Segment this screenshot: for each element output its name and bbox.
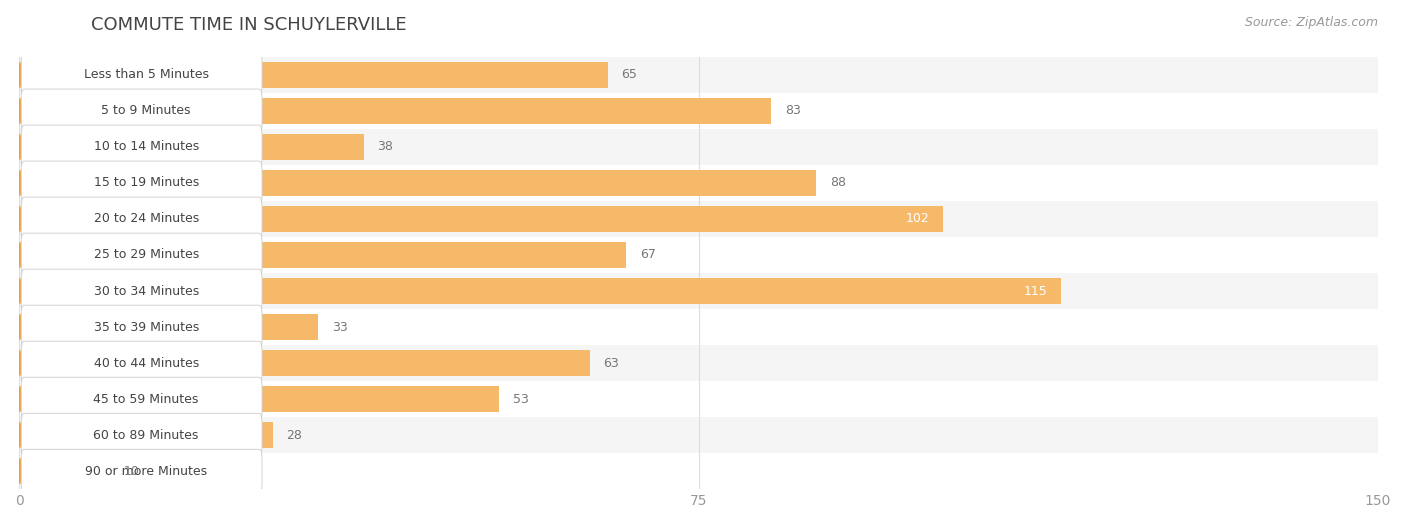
Text: Less than 5 Minutes: Less than 5 Minutes: [84, 69, 208, 82]
Text: 88: 88: [830, 176, 846, 189]
Bar: [20, 381, 1378, 417]
Bar: [20, 422, 273, 448]
Bar: [20, 237, 1378, 273]
Text: 63: 63: [603, 357, 619, 370]
Bar: [20, 345, 1378, 381]
Text: 20 to 24 Minutes: 20 to 24 Minutes: [94, 212, 198, 225]
FancyBboxPatch shape: [21, 197, 262, 241]
Text: 65: 65: [621, 69, 637, 82]
Text: 83: 83: [785, 105, 800, 117]
Text: 25 to 29 Minutes: 25 to 29 Minutes: [94, 248, 198, 262]
Circle shape: [17, 460, 22, 482]
Text: 60 to 89 Minutes: 60 to 89 Minutes: [93, 429, 198, 441]
Circle shape: [17, 280, 22, 302]
Bar: [20, 458, 110, 484]
Text: 5 to 9 Minutes: 5 to 9 Minutes: [101, 105, 191, 117]
FancyBboxPatch shape: [21, 53, 262, 97]
Circle shape: [17, 244, 22, 266]
Text: 53: 53: [513, 393, 529, 405]
Bar: [20, 350, 591, 376]
FancyBboxPatch shape: [21, 305, 262, 349]
Bar: [20, 170, 817, 196]
Bar: [20, 57, 1378, 93]
Text: Source: ZipAtlas.com: Source: ZipAtlas.com: [1244, 16, 1378, 29]
Bar: [20, 386, 499, 412]
Bar: [20, 309, 1378, 345]
Bar: [20, 453, 1378, 489]
Circle shape: [17, 316, 22, 338]
FancyBboxPatch shape: [21, 161, 262, 205]
Text: 67: 67: [640, 248, 655, 262]
FancyBboxPatch shape: [21, 413, 262, 457]
Bar: [20, 98, 770, 124]
FancyBboxPatch shape: [21, 341, 262, 385]
FancyBboxPatch shape: [21, 269, 262, 313]
FancyBboxPatch shape: [21, 377, 262, 421]
Circle shape: [17, 172, 22, 194]
Bar: [20, 417, 1378, 453]
Text: 102: 102: [905, 212, 929, 225]
Circle shape: [17, 352, 22, 374]
Bar: [20, 206, 943, 232]
Text: 35 to 39 Minutes: 35 to 39 Minutes: [94, 321, 198, 334]
Text: 10 to 14 Minutes: 10 to 14 Minutes: [94, 140, 198, 153]
Text: 40 to 44 Minutes: 40 to 44 Minutes: [94, 357, 198, 370]
Bar: [20, 242, 626, 268]
Bar: [20, 62, 607, 88]
Circle shape: [17, 208, 22, 230]
Circle shape: [17, 388, 22, 410]
Bar: [20, 93, 1378, 129]
Text: 30 to 34 Minutes: 30 to 34 Minutes: [94, 285, 198, 298]
Bar: [20, 165, 1378, 201]
Text: 45 to 59 Minutes: 45 to 59 Minutes: [93, 393, 198, 405]
FancyBboxPatch shape: [21, 125, 262, 169]
Bar: [20, 134, 364, 160]
Text: 10: 10: [124, 464, 139, 477]
Text: 115: 115: [1024, 285, 1047, 298]
FancyBboxPatch shape: [21, 233, 262, 277]
Text: 15 to 19 Minutes: 15 to 19 Minutes: [94, 176, 198, 189]
Circle shape: [17, 100, 22, 122]
Circle shape: [17, 136, 22, 158]
Text: COMMUTE TIME IN SCHUYLERVILLE: COMMUTE TIME IN SCHUYLERVILLE: [91, 16, 406, 33]
Text: 90 or more Minutes: 90 or more Minutes: [86, 464, 207, 477]
Bar: [20, 314, 318, 340]
FancyBboxPatch shape: [21, 89, 262, 133]
Bar: [20, 273, 1378, 309]
Circle shape: [17, 64, 22, 86]
Circle shape: [17, 424, 22, 446]
FancyBboxPatch shape: [21, 449, 262, 493]
Text: 33: 33: [332, 321, 347, 334]
Text: 38: 38: [377, 140, 392, 153]
Bar: [20, 129, 1378, 165]
Bar: [20, 278, 1062, 304]
Bar: [20, 201, 1378, 237]
Text: 28: 28: [287, 429, 302, 441]
